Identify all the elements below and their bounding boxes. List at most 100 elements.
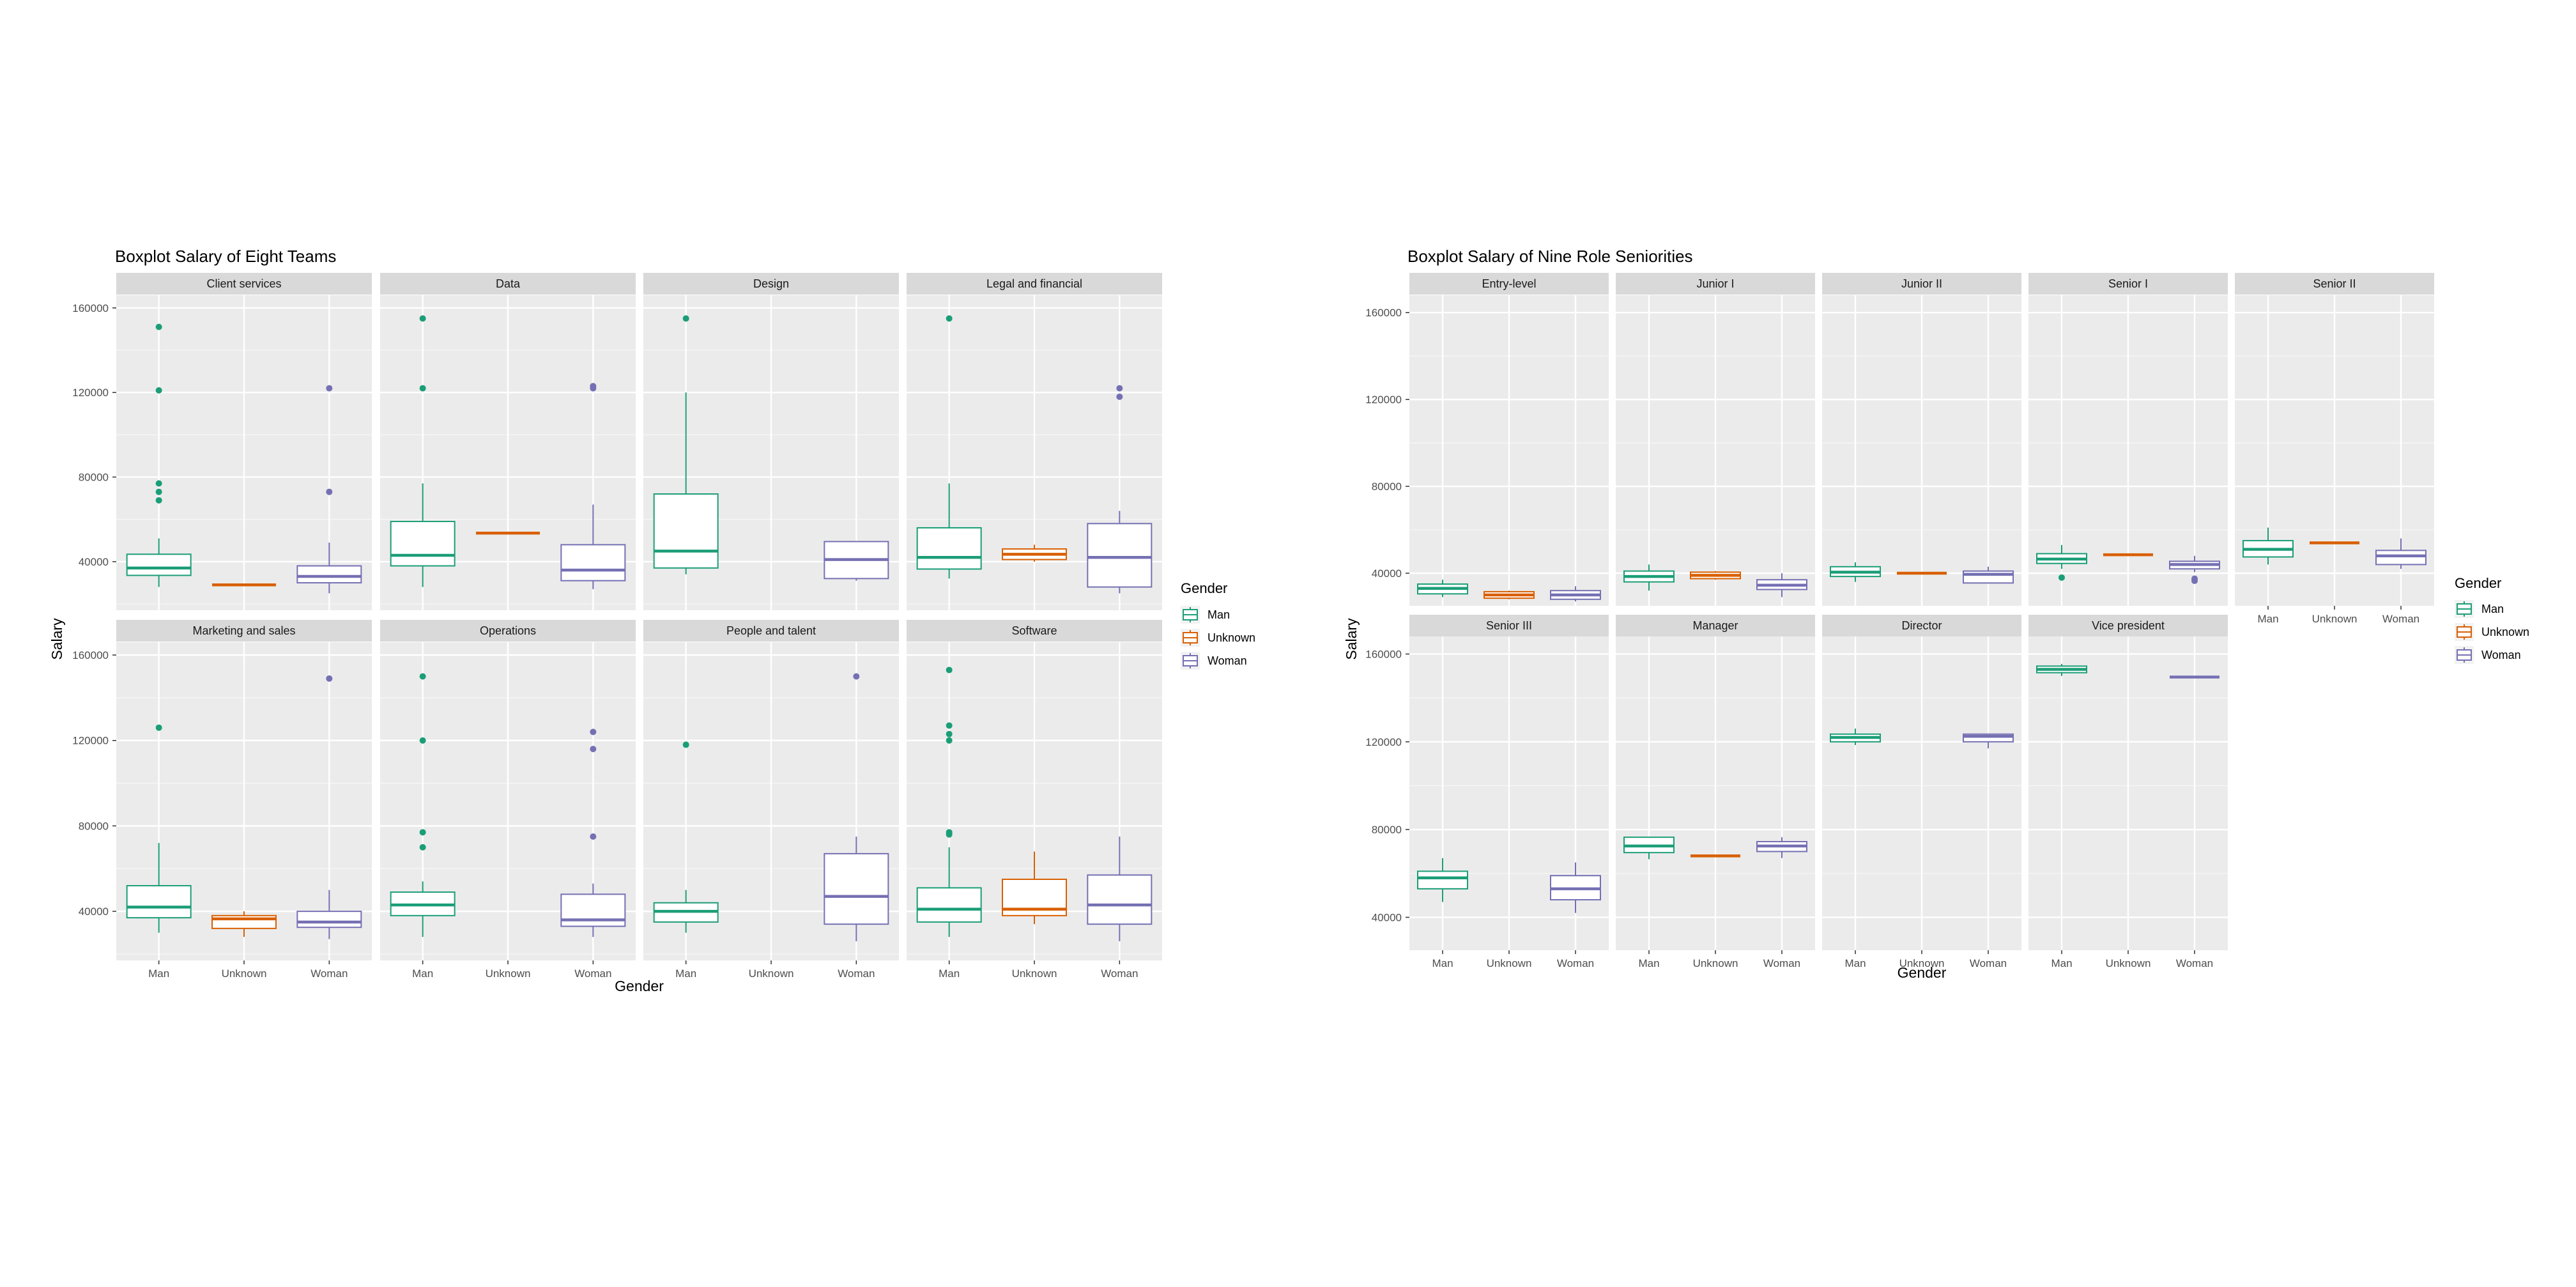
legend-label: Man [1208,608,1230,621]
box-man [390,315,456,587]
facet-label: Junior II [1901,277,1942,290]
facet-panel: Client services 40000 80000 120000 160000 [72,273,372,610]
box-woman [1963,566,2014,584]
facet-strip [1409,273,1609,295]
box-iqr [916,887,982,923]
x-tick-label: Woman [1763,957,1800,969]
facet-panel: Director Man Unknown Woman [1822,615,2021,969]
x-tick-label: Unknown [486,967,531,980]
y-tick-label: 120000 [1365,736,1402,748]
y-tick-label: 40000 [1372,567,1402,580]
box-iqr [296,565,362,583]
box-woman [560,383,626,589]
x-tick-label: Unknown [222,967,267,980]
facet-strip [907,273,1162,295]
box-iqr [1087,523,1153,588]
box-iqr [1417,870,1468,890]
x-tick-label: Woman [1101,967,1138,980]
facet-strip [1822,273,2021,295]
outlier-point [155,387,162,394]
facet-strip [2028,273,2228,295]
facet-strip [907,620,1162,642]
legend-label: Woman [2481,649,2521,661]
x-tick-label: Man [675,967,696,980]
outlier-point [326,385,333,392]
legend-key [2455,623,2474,641]
facet-label: Junior I [1696,277,1734,290]
box-man [916,667,982,937]
x-tick-label: Woman [838,967,875,980]
x-tick-label: Unknown [1899,957,1945,969]
outlier-point [2058,574,2065,581]
box-man [916,315,982,579]
facet-panel: Junior I [1616,273,1815,606]
outlier-point [155,497,162,504]
box-woman [824,541,889,581]
outlier-point [1116,393,1123,400]
box-woman [1963,733,2014,749]
y-tick-label: 40000 [1372,911,1402,923]
facet-label: Senior II [2313,277,2356,290]
box-man [126,724,192,933]
outlier-point [682,741,689,748]
box-woman [2375,538,2426,569]
box-man [653,741,719,933]
facet-panel: Operations Man Unknown Woman [380,620,636,980]
box-woman [1087,385,1153,594]
outlier-point [419,315,426,322]
box-man [1417,858,1468,902]
box-man [1623,836,1675,859]
legend-key [2455,646,2474,664]
y-tick-label: 160000 [1365,648,1402,660]
legend-key [1181,652,1200,670]
box-woman [824,673,889,941]
y-tick-label: 80000 [1372,481,1402,493]
y-tick-label: 160000 [1365,307,1402,319]
outlier-point [419,829,426,836]
outlier-point [682,315,689,322]
facet-label: Software [1011,624,1057,637]
box-iqr [560,893,626,927]
x-tick-label: Unknown [1693,957,1738,969]
outlier-point [419,385,426,392]
facet-panel: Entry-level 40000 80000 120000 160000 [1365,273,1609,606]
box-iqr [126,885,192,919]
facet-strip [2235,273,2434,295]
chart-2: Boxplot Salary of Nine Role Seniorities E… [1343,247,2529,981]
outlier-point [946,730,953,737]
x-axis-label: Gender [1897,964,1947,981]
outlier-point [590,833,597,840]
facet-strip [116,273,372,295]
x-tick-label: Woman [574,967,611,980]
x-tick-label: Man [2257,613,2278,625]
chart-title: Boxplot Salary of Nine Role Seniorities [1407,247,1693,266]
facet-panel: Senior II Man Unknown Woman [2235,273,2434,625]
facet-panel: Legal and financial [907,273,1162,610]
box-woman [1087,836,1153,941]
y-tick-label: 120000 [72,735,109,747]
facet-label: Data [496,277,521,290]
box-woman [2169,555,2220,584]
facet-panel: Manager Man Unknown Woman [1616,615,1815,969]
facet-panel: Marketing and sales 40000 80000 120000 16000… [72,620,372,980]
facet-strip [1616,615,1815,636]
outlier-point [1116,385,1123,392]
box-woman [1756,573,1807,597]
outlier-point [853,673,860,680]
legend: Gender Man Unknown Woman [2455,575,2529,664]
facet-panel: Vice president Man Unknown Woman [2028,615,2228,969]
facet-label: Client services [206,277,281,290]
facet-panel: Senior III 40000 80000 120000 160000 Man Unkno… [1365,615,1609,969]
y-tick-label: 40000 [79,556,109,568]
outlier-point [419,673,426,680]
x-tick-label: Man [2051,957,2072,969]
box-iqr [126,553,192,576]
box-unknown [1002,544,1067,562]
box-iqr [1963,570,2014,584]
chart-1: Boxplot Salary of Eight Teams Client serv… [49,247,1255,994]
x-tick-label: Man [412,967,433,980]
facet-panel: Software Man Unknown Woman [907,620,1162,980]
outlier-point [2191,575,2198,582]
legend-label: Unknown [2481,626,2529,638]
x-tick-label: Woman [1557,957,1594,969]
